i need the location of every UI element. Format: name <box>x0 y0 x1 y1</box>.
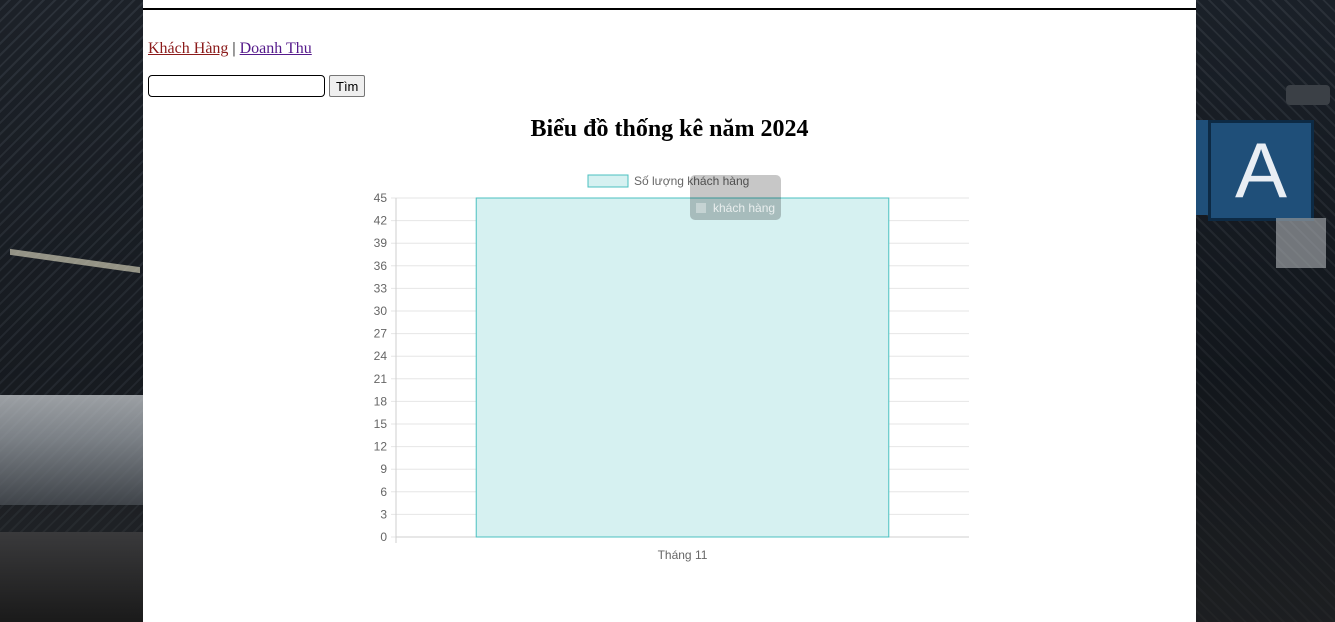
y-tick-label: 36 <box>374 259 388 273</box>
y-tick-label: 24 <box>374 349 388 363</box>
nav-separator: | <box>232 40 236 57</box>
y-tick-label: 45 <box>374 191 388 205</box>
y-tick-label: 6 <box>380 485 387 499</box>
background-sign-edge <box>1196 120 1208 215</box>
y-tick-label: 27 <box>374 327 388 341</box>
background-lamp <box>1286 85 1330 105</box>
nav-link-customers[interactable]: Khách Hàng <box>148 40 229 57</box>
main-page: Khách Hàng | Doanh Thu Tìm Biểu đồ thống… <box>143 0 1196 622</box>
y-tick-label: 30 <box>374 304 388 318</box>
y-tick-label: 39 <box>374 236 388 250</box>
background-platform-sign: A <box>1208 120 1314 221</box>
legend-label: Số lượng khách hàng <box>634 174 749 188</box>
background-photo-right: A <box>1196 0 1335 622</box>
tooltip-box <box>690 175 781 220</box>
tooltip-label: khách hàng <box>713 201 775 215</box>
y-tick-label: 9 <box>380 462 387 476</box>
search-button[interactable]: Tìm <box>329 75 366 97</box>
background-train <box>0 395 143 505</box>
background-panel <box>1276 218 1326 268</box>
background-light-strip <box>10 248 140 274</box>
y-tick-label: 42 <box>374 214 388 228</box>
x-tick-label: Tháng 11 <box>658 548 708 562</box>
chart-title: Biểu đồ thống kê năm 2024 <box>530 116 809 142</box>
y-tick-label: 18 <box>374 394 388 408</box>
y-tick-label: 21 <box>374 372 388 386</box>
y-tick-label: 12 <box>374 440 388 454</box>
nav-link-revenue[interactable]: Doanh Thu <box>239 40 312 57</box>
y-tick-label: 15 <box>374 417 388 431</box>
search-form: Tìm <box>148 75 366 97</box>
legend-swatch <box>587 174 629 188</box>
y-tick-label: 3 <box>380 507 387 521</box>
y-tick-label: 0 <box>380 530 387 544</box>
background-photo-left <box>0 0 143 622</box>
background-platform <box>0 532 143 622</box>
nav-links: Khách Hàng | Doanh Thu <box>148 40 312 58</box>
search-input[interactable] <box>148 75 325 97</box>
top-border <box>143 0 1196 10</box>
bar <box>475 197 890 538</box>
tooltip-swatch <box>696 203 706 213</box>
y-tick-label: 33 <box>374 281 388 295</box>
